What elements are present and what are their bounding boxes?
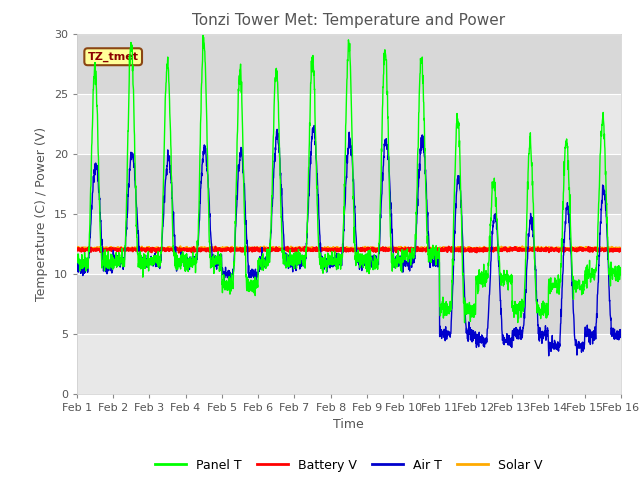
Battery V — [365, 246, 372, 252]
Panel T — [199, 33, 207, 38]
Battery V — [73, 247, 81, 252]
Air T — [570, 305, 577, 311]
Battery V — [570, 247, 577, 252]
Air T — [584, 329, 592, 335]
Air T — [225, 267, 232, 273]
Title: Tonzi Tower Met: Temperature and Power: Tonzi Tower Met: Temperature and Power — [192, 13, 506, 28]
Battery V — [225, 245, 232, 251]
Air T — [73, 269, 81, 275]
Panel T — [365, 254, 372, 260]
Battery V — [617, 246, 625, 252]
Solar V — [365, 245, 372, 251]
Battery V — [508, 247, 515, 252]
Solar V — [508, 246, 515, 252]
Panel T — [508, 281, 515, 287]
Panel T — [570, 278, 577, 284]
Panel T — [617, 268, 625, 274]
Panel T — [461, 320, 468, 325]
Panel T — [376, 198, 384, 204]
Solar V — [617, 246, 625, 252]
Air T — [365, 255, 372, 261]
Air T — [310, 123, 318, 129]
Air T — [507, 340, 515, 346]
Air T — [545, 353, 552, 359]
Legend: Panel T, Battery V, Air T, Solar V: Panel T, Battery V, Air T, Solar V — [150, 454, 548, 477]
Solar V — [570, 247, 577, 252]
Solar V — [177, 243, 184, 249]
Panel T — [225, 276, 232, 282]
Line: Battery V: Battery V — [77, 247, 621, 252]
Line: Solar V: Solar V — [77, 246, 621, 251]
Panel T — [73, 256, 81, 262]
Battery V — [377, 246, 385, 252]
Line: Panel T: Panel T — [77, 36, 621, 323]
Solar V — [584, 245, 592, 251]
Solar V — [73, 245, 81, 251]
Bar — [77, 334, 621, 394]
Battery V — [584, 244, 592, 250]
Bar — [77, 214, 621, 274]
Solar V — [376, 245, 384, 251]
Line: Air T: Air T — [77, 126, 621, 356]
Solar V — [506, 248, 514, 253]
Solar V — [225, 246, 232, 252]
Battery V — [189, 250, 196, 255]
Text: TZ_tmet: TZ_tmet — [88, 51, 139, 62]
Bar — [77, 94, 621, 154]
Panel T — [584, 267, 592, 273]
Battery V — [244, 244, 252, 250]
Bar — [77, 34, 621, 94]
Air T — [617, 332, 625, 338]
Bar — [77, 274, 621, 334]
Y-axis label: Temperature (C) / Power (V): Temperature (C) / Power (V) — [35, 127, 48, 300]
Bar — [77, 154, 621, 214]
X-axis label: Time: Time — [333, 418, 364, 431]
Air T — [376, 212, 384, 217]
